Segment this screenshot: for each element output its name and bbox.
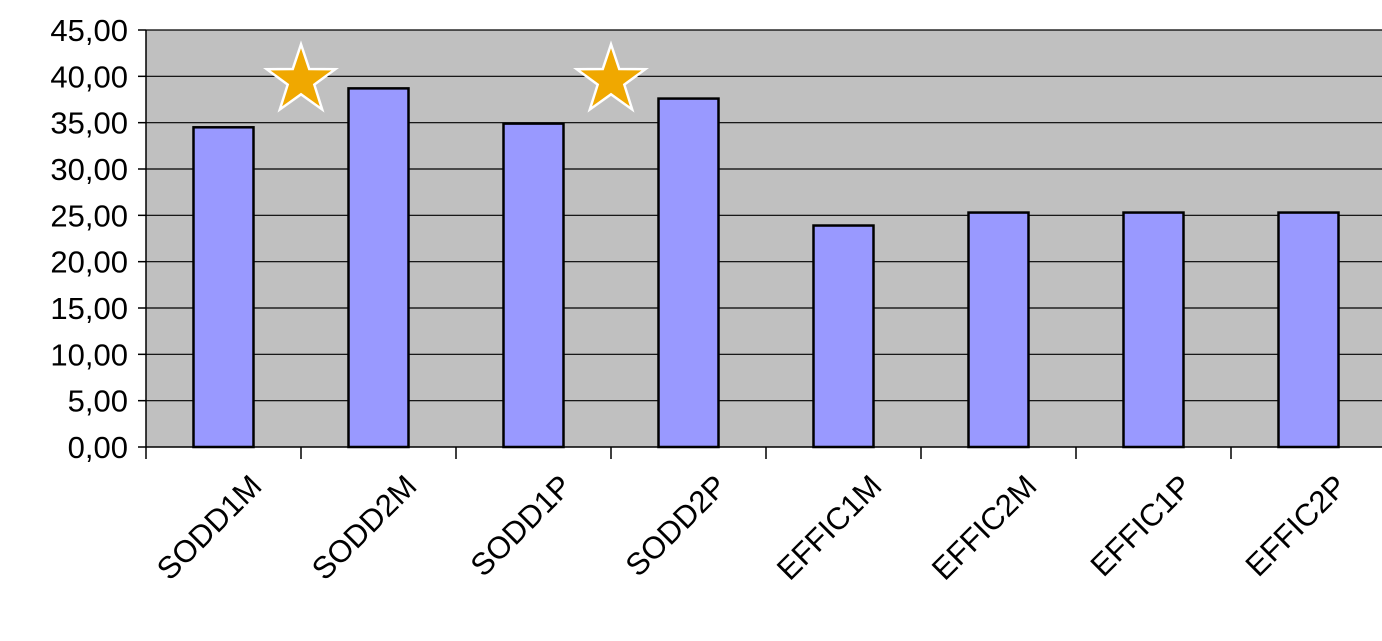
x-tick-label: EFFIC1P (1084, 468, 1199, 583)
plot-area (146, 30, 1382, 447)
y-tick-label: 45,00 (50, 13, 128, 48)
star-icon (263, 40, 339, 113)
x-tick-label: SODD2P (619, 468, 734, 583)
y-tick-label: 15,00 (50, 291, 128, 326)
axes (138, 29, 1382, 459)
star-icon (573, 40, 649, 113)
x-axis-labels: SODD1M SODD2M SODD1P SODD2P EFFIC1M EFFIC2M EF… (150, 468, 1354, 587)
x-tick-label: EFFIC2P (1239, 468, 1354, 583)
y-tick-label: 40,00 (50, 59, 128, 94)
y-tick-label: 5,00 (68, 384, 128, 419)
x-tick-label: EFFIC2M (925, 468, 1044, 587)
y-axis-ticks: 0,00 5,00 10,00 15,00 20,00 25,00 30,00 35,00 40… (50, 13, 128, 465)
bar-effic2p (1277, 211, 1340, 449)
x-tick-label: SODD1M (150, 468, 269, 587)
bar-effic2m (967, 211, 1030, 449)
bar-sodd1p (502, 122, 565, 449)
bar-sodd1m (192, 126, 255, 449)
bar-effic1p (1122, 211, 1185, 449)
annotations (263, 40, 649, 113)
y-tick-label: 30,00 (50, 152, 128, 187)
y-tick-label: 20,00 (50, 245, 128, 280)
x-tick-label: SODD2M (305, 468, 424, 587)
bar-sodd2m (347, 87, 410, 449)
x-tick-label: EFFIC1M (770, 468, 889, 587)
y-tick-label: 10,00 (50, 337, 128, 372)
y-tick-label: 35,00 (50, 106, 128, 141)
bar-sodd2p (657, 97, 720, 449)
bar-effic1m (812, 224, 875, 449)
y-tick-label: 0,00 (68, 430, 128, 465)
bars (192, 87, 1340, 449)
x-tick-label: SODD1P (464, 468, 579, 583)
y-tick-label: 25,00 (50, 198, 128, 233)
